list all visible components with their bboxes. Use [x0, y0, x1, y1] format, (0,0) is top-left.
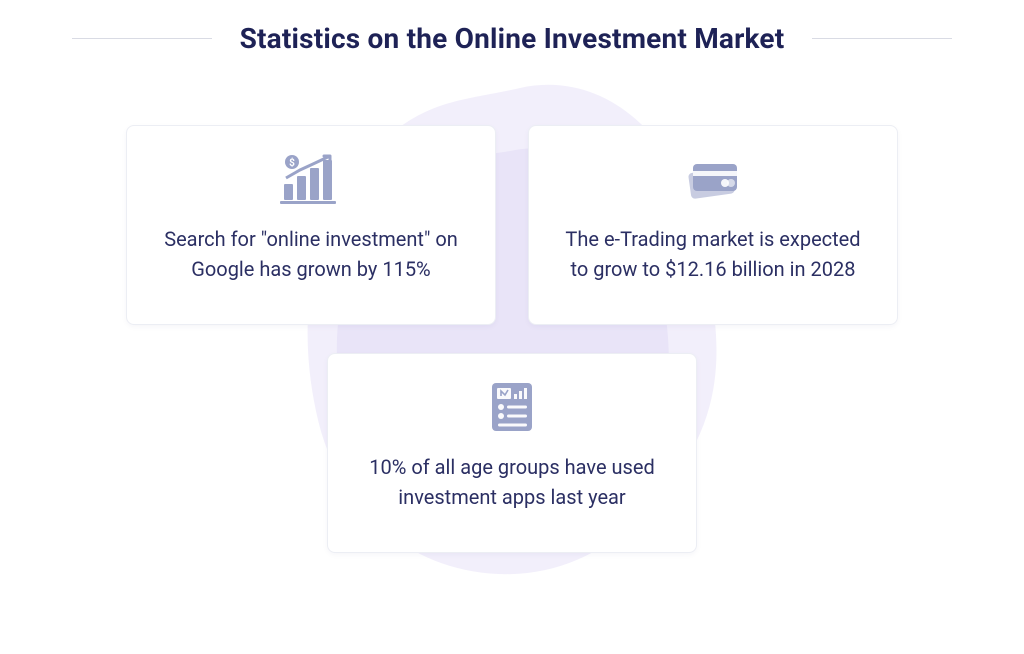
page-title: Statistics on the Online Investment Mark… [240, 22, 785, 55]
stat-cards: $ Search for "online investment" on Goog… [0, 125, 1024, 553]
header: Statistics on the Online Investment Mark… [0, 0, 1024, 55]
stat-card-app-usage: 10% of all age groups have used investme… [327, 353, 697, 553]
stat-card-etrading-forecast: The e-Trading market is expected to grow… [528, 125, 898, 325]
svg-text:$: $ [289, 156, 295, 169]
analytics-report-icon [490, 380, 534, 434]
bar-chart-growth-icon: $ [280, 152, 342, 206]
stat-text: Search for "online investment" on Google… [163, 224, 459, 284]
credit-cards-icon [683, 152, 743, 206]
stat-text: The e-Trading market is expected to grow… [565, 224, 861, 284]
header-rule-left [72, 38, 212, 39]
header-rule-right [812, 38, 952, 39]
infographic-canvas: Statistics on the Online Investment Mark… [0, 0, 1024, 654]
stat-card-search-growth: $ Search for "online investment" on Goog… [126, 125, 496, 325]
stat-text: 10% of all age groups have used investme… [364, 452, 660, 512]
